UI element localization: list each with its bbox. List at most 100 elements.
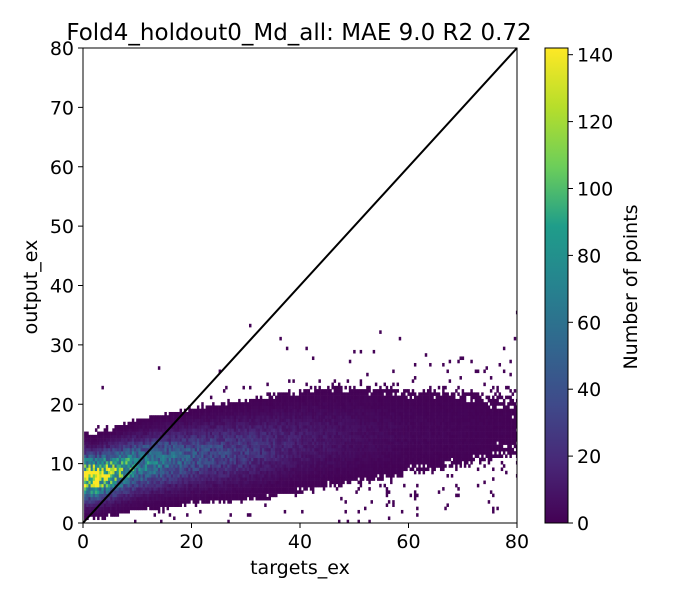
heatmap-cell: [194, 480, 198, 485]
heatmap-cell: [413, 425, 417, 429]
heatmap-cell: [411, 464, 415, 468]
heatmap-cell: [359, 402, 363, 406]
heatmap-cell: [164, 496, 167, 501]
heatmap-cell: [357, 460, 360, 465]
heatmap-cell: [99, 474, 102, 478]
heatmap-cell: [285, 438, 289, 442]
heatmap-cell: [320, 483, 324, 488]
heatmap-cell: [144, 493, 148, 498]
heatmap-cell: [242, 441, 245, 445]
heatmap-cell: [359, 457, 363, 462]
heatmap-cell: [242, 451, 245, 455]
heatmap-cell: [170, 460, 174, 465]
heatmap-cell: [403, 444, 406, 449]
heatmap-cell: [272, 467, 276, 472]
heatmap-cell: [377, 454, 380, 458]
heatmap-cell: [201, 411, 204, 416]
heatmap-cell: [379, 444, 382, 449]
heatmap-cell: [340, 434, 343, 439]
heatmap-cell: [309, 470, 313, 475]
heatmap-cell: [235, 470, 239, 475]
heatmap-cell: [264, 425, 267, 429]
heatmap-cell: [129, 483, 133, 488]
heatmap-cell: [175, 493, 178, 498]
heatmap-cell: [123, 441, 126, 445]
heatmap-cell: [227, 418, 230, 423]
heatmap-cell: [296, 454, 300, 458]
heatmap-cell: [275, 411, 278, 416]
heatmap-cell: [433, 454, 436, 458]
heatmap-cell: [218, 415, 222, 419]
heatmap-cell: [350, 434, 354, 439]
heatmap-cell: [222, 441, 226, 445]
heatmap-cell: [207, 451, 211, 455]
heatmap-cell: [275, 483, 278, 488]
heatmap-cell: [120, 434, 124, 439]
heatmap-cell: [416, 513, 419, 517]
heatmap-cell: [229, 487, 232, 491]
heatmap-cell: [272, 470, 276, 475]
heatmap-cell: [392, 431, 395, 436]
heatmap-cell: [385, 408, 389, 413]
heatmap-cell: [181, 464, 185, 468]
heatmap-cell: [257, 428, 261, 432]
heatmap-cell: [131, 483, 135, 488]
heatmap-cell: [97, 509, 100, 514]
heatmap-cell: [194, 464, 198, 468]
heatmap-cell: [298, 405, 302, 410]
heatmap-cell: [155, 447, 159, 452]
heatmap-cell: [140, 438, 143, 442]
heatmap-cell: [105, 487, 109, 491]
heatmap-cell: [99, 509, 102, 514]
heatmap-cell: [296, 444, 300, 449]
heatmap-cell: [242, 490, 245, 494]
heatmap-cell: [455, 454, 458, 458]
heatmap-cell: [318, 441, 321, 445]
heatmap-cell: [123, 490, 126, 494]
heatmap-cell: [383, 415, 387, 419]
heatmap-cell: [255, 460, 258, 465]
heatmap-cell: [107, 457, 111, 462]
heatmap-cell: [359, 425, 363, 429]
heatmap-cell: [318, 457, 321, 462]
heatmap-cell: [285, 434, 289, 439]
heatmap-cell: [127, 444, 130, 449]
heatmap-cell: [435, 408, 439, 413]
heatmap-cell: [281, 398, 285, 403]
heatmap-cell: [318, 477, 321, 481]
heatmap-cell: [314, 457, 317, 462]
heatmap-cell: [439, 428, 443, 432]
heatmap-cell: [307, 408, 311, 413]
heatmap-cell: [396, 454, 400, 458]
heatmap-cell: [311, 490, 315, 494]
heatmap-cell: [411, 444, 415, 449]
heatmap-cell: [123, 425, 126, 429]
heatmap-cell: [203, 444, 206, 449]
heatmap-cell: [301, 418, 304, 423]
heatmap-cell: [155, 477, 159, 481]
heatmap-cell: [134, 496, 137, 501]
heatmap-cell: [246, 474, 250, 478]
heatmap-cell: [307, 477, 311, 481]
heatmap-cell: [346, 447, 350, 452]
heatmap-cell: [105, 483, 109, 488]
heatmap-cell: [162, 431, 165, 436]
heatmap-cell: [370, 418, 373, 423]
heatmap-cell: [238, 444, 241, 449]
heatmap-cell: [416, 451, 419, 455]
heatmap-cell: [392, 411, 395, 416]
heatmap-cell: [294, 408, 298, 413]
heatmap-cell: [218, 447, 222, 452]
heatmap-cell: [392, 438, 395, 442]
heatmap-cell: [329, 408, 332, 413]
heatmap-cell: [266, 425, 269, 429]
heatmap-cell: [283, 438, 287, 442]
heatmap-cell: [437, 415, 441, 419]
heatmap-cell: [229, 457, 232, 462]
heatmap-cell: [231, 451, 235, 455]
heatmap-cell: [97, 496, 100, 501]
heatmap-cell: [175, 490, 178, 494]
heatmap-cell: [186, 493, 189, 498]
heatmap-cell: [244, 470, 248, 475]
heatmap-cell: [251, 474, 254, 478]
